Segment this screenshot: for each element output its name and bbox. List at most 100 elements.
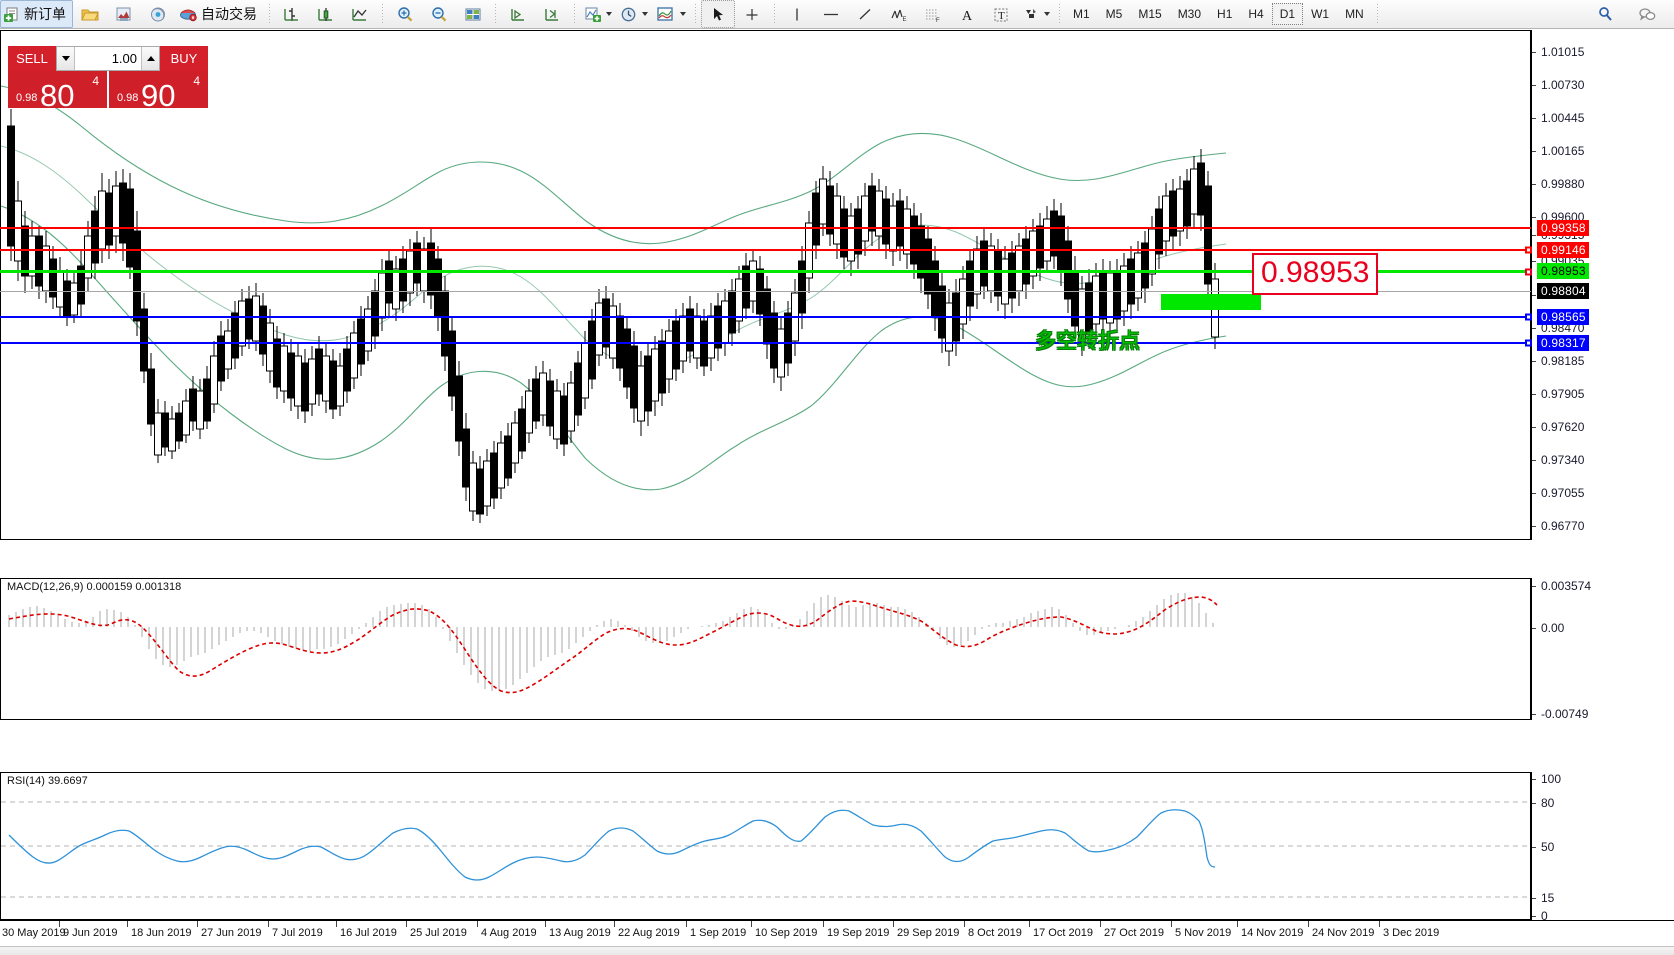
volume-stepper[interactable]: 1.00 bbox=[56, 46, 160, 71]
toolbar-separator bbox=[1059, 4, 1060, 24]
line-bar bbox=[0, 249, 1531, 251]
timeframe-h1[interactable]: H1 bbox=[1217, 7, 1233, 21]
xtick-sep bbox=[1308, 921, 1309, 927]
line-chart-button[interactable] bbox=[343, 0, 377, 28]
shift-end-button[interactable] bbox=[535, 0, 569, 28]
candlestick-chart-button[interactable] bbox=[309, 0, 343, 28]
one-click-trading-panel[interactable]: SELL 1.00 BUY 0.98 80 4 0.98 90 4 bbox=[8, 46, 208, 111]
xtick-sep bbox=[964, 921, 965, 927]
svg-text:E: E bbox=[903, 17, 907, 23]
folder-button[interactable] bbox=[73, 0, 107, 28]
trendline-button[interactable] bbox=[848, 0, 882, 28]
ytick: 0 bbox=[1531, 909, 1548, 923]
sell-price-button[interactable]: 0.98 80 4 bbox=[8, 71, 107, 111]
zoom-out-icon bbox=[432, 6, 447, 21]
autotrading-button[interactable]: 自动交易 bbox=[175, 0, 264, 28]
crosshair-button[interactable] bbox=[735, 0, 769, 28]
xtick-sep bbox=[751, 921, 752, 927]
xtick-sep bbox=[686, 921, 687, 927]
line-anchor[interactable] bbox=[1525, 268, 1532, 276]
zoom-in-button[interactable] bbox=[388, 0, 422, 28]
timeframe-m5[interactable]: M5 bbox=[1105, 7, 1123, 21]
text-label-button[interactable]: T bbox=[984, 0, 1018, 28]
volume-input[interactable]: 1.00 bbox=[111, 51, 137, 66]
timeframe-d1[interactable]: D1 bbox=[1271, 3, 1304, 25]
shapes-button[interactable] bbox=[1018, 0, 1054, 28]
svg-text:F: F bbox=[936, 18, 940, 23]
chevron-down-icon[interactable] bbox=[642, 12, 648, 16]
main-toolbar: 新订单 bbox=[0, 0, 1674, 29]
price-tag-098565[interactable]: 0.98565 bbox=[1537, 309, 1589, 325]
one-click-price-row: 0.98 80 4 0.98 90 4 bbox=[8, 71, 208, 111]
price-tag-098317[interactable]: 0.98317 bbox=[1537, 335, 1589, 351]
timeframe-h4[interactable]: H4 bbox=[1248, 7, 1264, 21]
shapes-icon bbox=[1026, 8, 1036, 18]
price-tag-098804[interactable]: 0.98804 bbox=[1537, 283, 1589, 299]
timeframe-m30[interactable]: M30 bbox=[1177, 7, 1202, 21]
ytick: 0.98185 bbox=[1531, 354, 1584, 368]
periods-button[interactable] bbox=[616, 0, 652, 28]
bar-chart-button[interactable] bbox=[275, 0, 309, 28]
volume-decrement-button[interactable] bbox=[57, 47, 75, 70]
timeframe-w1[interactable]: W1 bbox=[1311, 7, 1330, 21]
vertical-line-button[interactable] bbox=[780, 0, 814, 28]
buy-button[interactable]: BUY bbox=[160, 46, 208, 71]
price-tag-099146[interactable]: 0.99146 bbox=[1537, 242, 1589, 258]
chevron-down-icon[interactable] bbox=[680, 12, 686, 16]
templates-button[interactable] bbox=[652, 0, 690, 28]
xtick-sep bbox=[1171, 921, 1172, 927]
chevron-down-icon bbox=[61, 56, 70, 61]
line-anchor[interactable] bbox=[1525, 313, 1532, 321]
axis-line bbox=[1531, 578, 1532, 720]
chevron-down-icon[interactable] bbox=[1044, 12, 1050, 16]
line-anchor[interactable] bbox=[1525, 339, 1532, 347]
fibonacci-button[interactable]: F bbox=[916, 0, 950, 28]
line-anchor[interactable] bbox=[1525, 246, 1532, 254]
autotrading-label: 自动交易 bbox=[201, 6, 257, 22]
bar-chart-icon bbox=[284, 7, 298, 21]
chevron-down-icon[interactable] bbox=[606, 12, 612, 16]
indicators-button[interactable] bbox=[580, 0, 616, 28]
profiles-button[interactable] bbox=[107, 0, 141, 28]
rsi-pane[interactable]: RSI(14) 39.6697 bbox=[0, 772, 1531, 920]
ytick: 0.003574 bbox=[1531, 579, 1591, 593]
rsi-label: RSI(14) 39.6697 bbox=[5, 775, 90, 787]
chat-button[interactable] bbox=[1630, 0, 1664, 28]
shift-start-button[interactable] bbox=[501, 0, 535, 28]
elliott-wave-button[interactable]: E bbox=[882, 0, 916, 28]
xtick: 16 Jul 2019 bbox=[340, 927, 397, 939]
text-button[interactable]: A bbox=[950, 0, 984, 28]
indicators-icon bbox=[585, 7, 601, 22]
periods-icon bbox=[621, 7, 636, 21]
buy-price-point: 4 bbox=[193, 74, 200, 88]
timeframe-m1[interactable]: M1 bbox=[1073, 7, 1090, 21]
hline-icon bbox=[824, 13, 838, 15]
market-watch-button[interactable] bbox=[141, 0, 175, 28]
search-icon bbox=[1598, 6, 1612, 21]
tile-windows-button[interactable] bbox=[456, 0, 490, 28]
price-tag-098953[interactable]: 0.98953 bbox=[1537, 263, 1589, 279]
xtick-sep bbox=[197, 921, 198, 927]
zoom-out-button[interactable] bbox=[422, 0, 456, 28]
volume-increment-button[interactable] bbox=[141, 47, 159, 70]
toolbar-right-group bbox=[1588, 0, 1674, 28]
horizontal-line-button[interactable] bbox=[814, 0, 848, 28]
ytick: 0.97620 bbox=[1531, 420, 1584, 434]
search-button[interactable] bbox=[1588, 0, 1622, 28]
xtick: 13 Aug 2019 bbox=[549, 927, 611, 939]
price-tag-099358[interactable]: 0.99358 bbox=[1537, 220, 1589, 236]
ytick: 1.00730 bbox=[1531, 78, 1584, 92]
timeframe-m15[interactable]: M15 bbox=[1138, 7, 1162, 21]
timeframe-mn[interactable]: MN bbox=[1345, 7, 1364, 21]
new-order-button[interactable]: 新订单 bbox=[0, 0, 73, 28]
buy-price-button[interactable]: 0.98 90 4 bbox=[109, 71, 208, 111]
price-axis[interactable]: 1.01015 1.00730 1.00445 1.00165 0.99880 … bbox=[1531, 30, 1674, 540]
sell-button[interactable]: SELL bbox=[8, 46, 56, 71]
xtick-sep bbox=[406, 921, 407, 927]
crosshair-icon bbox=[746, 8, 758, 20]
macd-pane[interactable]: MACD(12,26,9) 0.000159 0.001318 bbox=[0, 578, 1531, 720]
cursor-button[interactable] bbox=[701, 0, 735, 28]
chat-icon bbox=[1638, 7, 1655, 21]
xtick-sep bbox=[336, 921, 337, 927]
line-chart-icon bbox=[352, 8, 367, 21]
